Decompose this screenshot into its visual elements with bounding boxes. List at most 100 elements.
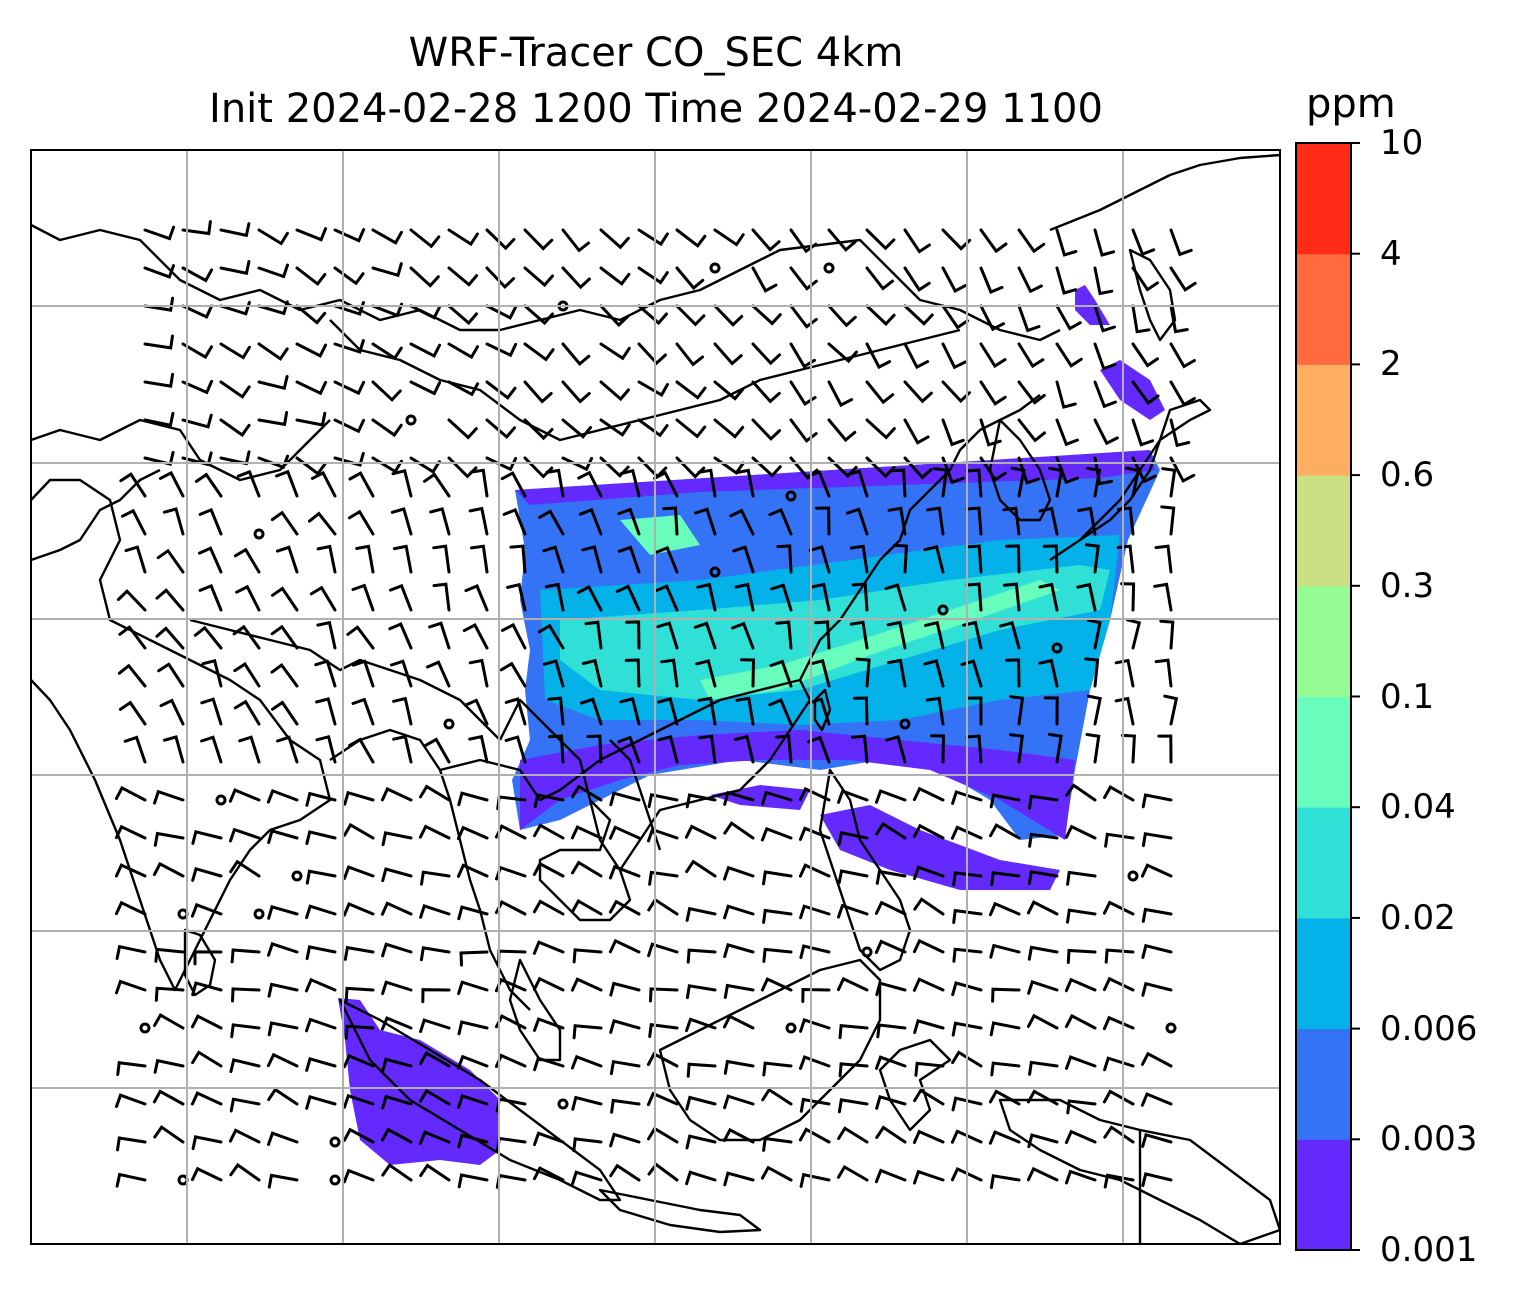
colorbar-segment <box>1296 364 1351 476</box>
wind-barb <box>647 942 679 958</box>
wind-barb <box>200 735 223 764</box>
border-southeast-asia <box>498 698 621 871</box>
wind-barb <box>447 266 479 287</box>
wind-barb <box>609 1132 641 1148</box>
wind-barb <box>157 662 185 688</box>
wind-barb <box>999 621 1021 650</box>
wind-barb <box>181 266 214 283</box>
wind-barb <box>545 468 565 498</box>
tracer-green-core <box>620 515 700 555</box>
wind-barb <box>305 830 337 845</box>
wind-barb <box>114 785 147 802</box>
wind-barb <box>1141 1132 1173 1148</box>
wind-barb <box>913 1169 945 1185</box>
wind-barb <box>989 1174 1021 1190</box>
wind-barb <box>418 1130 451 1145</box>
wind-barb <box>1066 948 1097 964</box>
wind-barb <box>190 1091 223 1106</box>
wind-barb <box>230 1023 261 1039</box>
wind-barb <box>723 1094 755 1110</box>
wind-barb <box>1131 418 1155 447</box>
wind-barb <box>713 304 744 327</box>
wind-barb <box>875 869 907 885</box>
calm-wind-marker <box>215 794 227 806</box>
wind-barb <box>116 1136 147 1152</box>
wind-barb <box>121 508 147 536</box>
wind-barb <box>409 266 440 288</box>
wind-barb <box>392 696 413 726</box>
wind-barb <box>586 734 603 764</box>
colorbar-segment <box>1296 143 1351 255</box>
wind-barb <box>348 471 375 498</box>
wind-barb <box>874 1168 907 1184</box>
wind-barb <box>801 987 831 1003</box>
wind-barb <box>1124 466 1140 498</box>
wind-barb <box>457 1133 489 1149</box>
colorbar-tick-label: 10 <box>1380 123 1424 163</box>
wind-barb <box>599 380 630 402</box>
wind-barb <box>965 544 983 574</box>
wind-barb <box>1131 304 1151 334</box>
wind-barb <box>713 228 745 247</box>
wind-barb <box>838 1023 869 1040</box>
wind-barb <box>951 981 983 997</box>
wind-barb <box>865 266 894 291</box>
wind-barb <box>232 624 261 650</box>
wind-barb <box>989 793 1021 809</box>
wind-barb <box>657 697 679 726</box>
wind-barb <box>1009 695 1025 726</box>
wind-barb <box>1154 658 1173 688</box>
wind-barb <box>542 545 565 574</box>
wind-barb <box>637 342 667 366</box>
wind-barb <box>875 981 907 997</box>
wind-barb <box>500 622 527 650</box>
wind-barb <box>463 698 489 726</box>
wind-barb <box>305 904 337 920</box>
wind-barb <box>457 791 489 807</box>
wind-barb <box>342 902 375 917</box>
wind-barb <box>1028 832 1059 848</box>
wind-barb <box>229 1162 261 1182</box>
wind-barb <box>696 582 717 612</box>
wind-barb <box>468 734 489 764</box>
wind-barb <box>697 468 717 498</box>
wind-barb <box>1084 657 1100 688</box>
gridlines <box>31 150 1280 1244</box>
wind-barb <box>469 468 489 498</box>
wind-barb <box>988 1130 1021 1145</box>
wind-barb <box>979 418 1002 447</box>
wind-barb <box>1055 304 1082 331</box>
wind-barb <box>599 418 631 437</box>
wind-barb <box>886 620 907 650</box>
wind-barb <box>506 582 527 612</box>
wind-barb <box>760 826 793 842</box>
wind-barb <box>808 545 831 574</box>
wind-barb <box>191 866 223 882</box>
wind-barb <box>965 582 983 612</box>
wind-barb <box>257 375 289 391</box>
border-pakistan <box>31 468 161 562</box>
wind-barb <box>1169 342 1196 369</box>
wind-barb <box>346 625 375 650</box>
wind-barb <box>884 583 907 612</box>
wind-barb <box>941 228 972 251</box>
wind-barb <box>855 657 871 688</box>
calm-wind-marker <box>329 1136 341 1148</box>
wind-barb <box>965 468 983 498</box>
wind-barb <box>685 984 717 1000</box>
wind-barb <box>1017 342 1045 369</box>
wind-barb <box>1055 266 1078 295</box>
calm-wind-marker <box>1127 870 1139 882</box>
wind-barb <box>154 947 185 963</box>
wind-barb <box>257 411 289 427</box>
wind-barb <box>698 734 717 764</box>
wind-barb <box>988 1089 1021 1106</box>
wind-barb <box>266 788 299 804</box>
wind-barb <box>851 734 869 764</box>
wind-barb <box>229 1058 261 1074</box>
calm-wind-marker <box>177 1174 189 1186</box>
wind-barb <box>637 418 669 438</box>
wind-barb <box>494 899 527 916</box>
tracer-turquoise-band <box>560 565 1110 700</box>
